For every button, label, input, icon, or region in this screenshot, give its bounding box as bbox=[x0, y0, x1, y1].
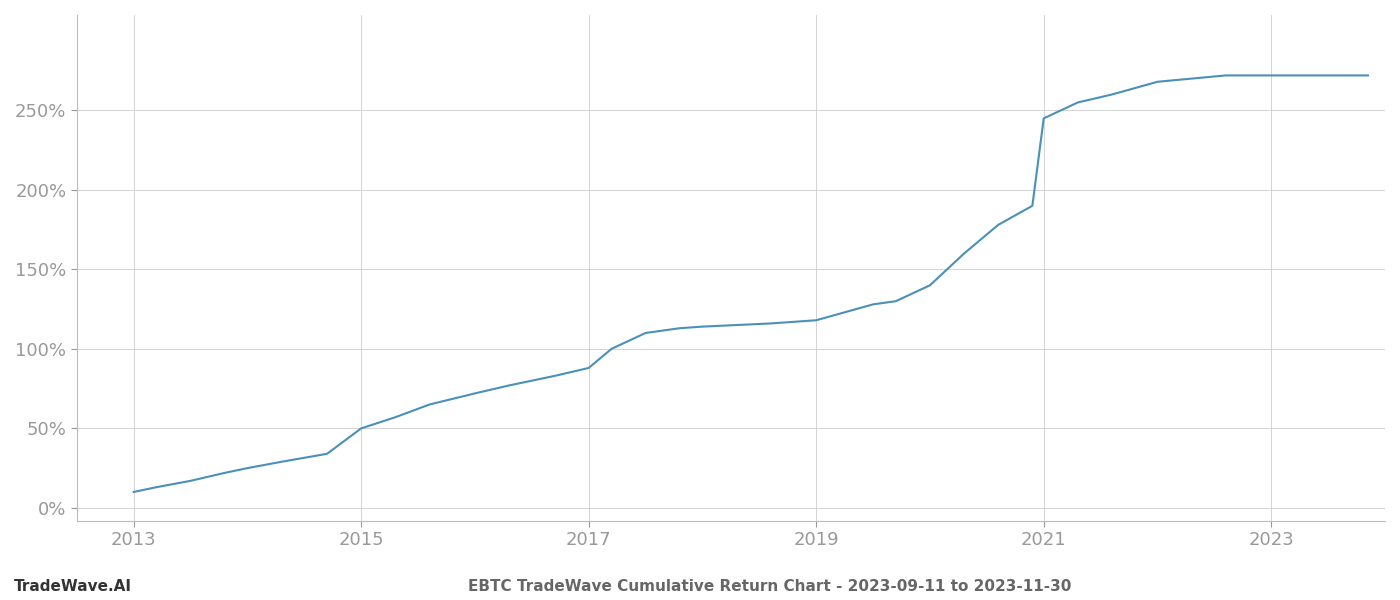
Text: EBTC TradeWave Cumulative Return Chart - 2023-09-11 to 2023-11-30: EBTC TradeWave Cumulative Return Chart -… bbox=[469, 579, 1071, 594]
Text: TradeWave.AI: TradeWave.AI bbox=[14, 579, 132, 594]
